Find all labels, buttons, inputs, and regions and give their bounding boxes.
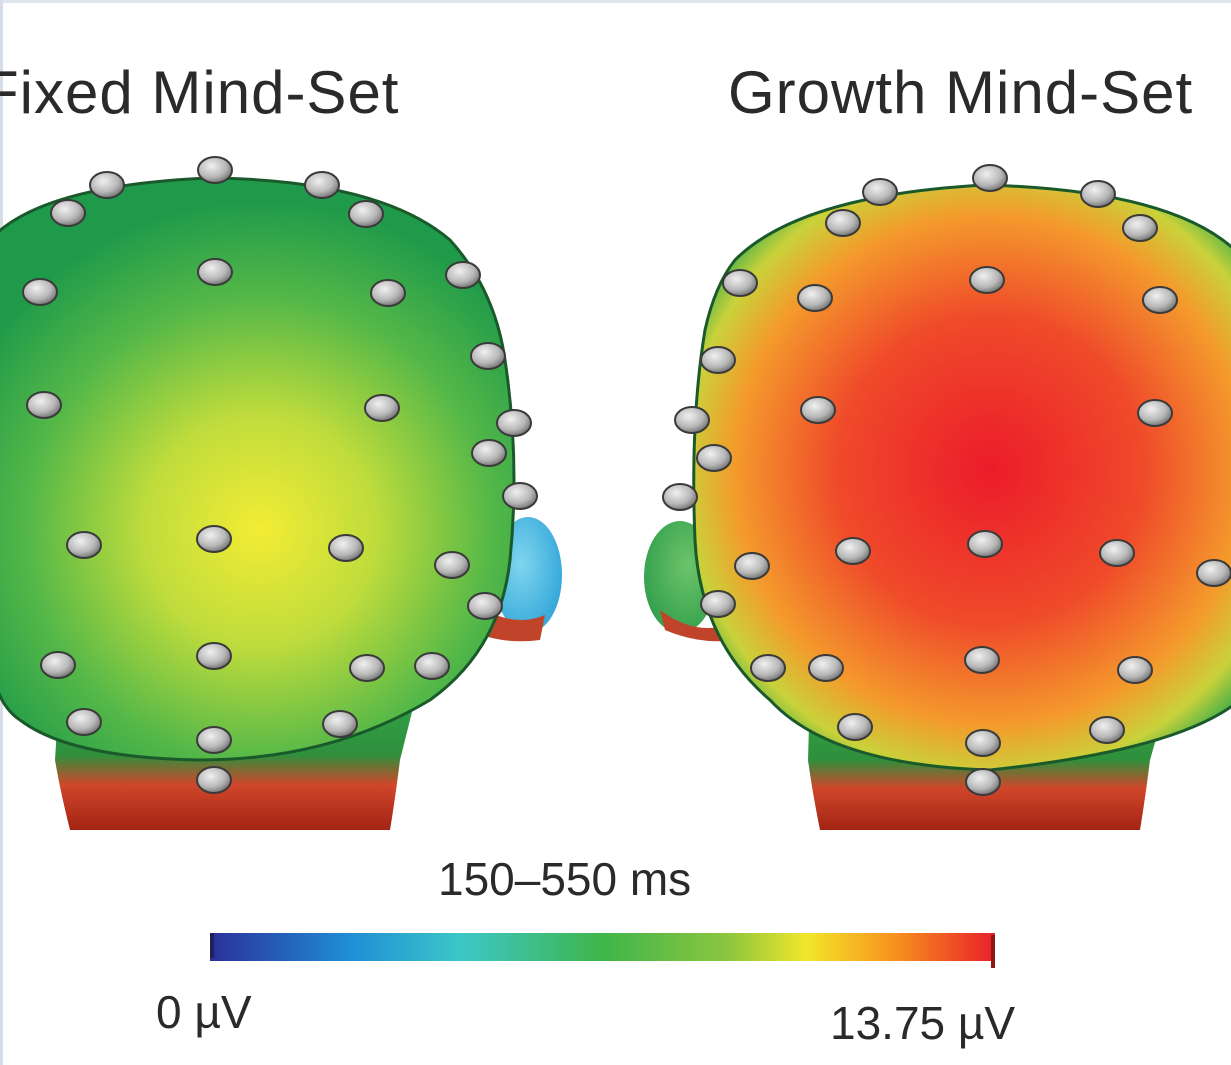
growth-electrode xyxy=(700,346,736,374)
growth-electrode xyxy=(1099,539,1135,567)
fixed-electrode xyxy=(196,766,232,794)
fixed-electrode xyxy=(66,531,102,559)
fixed-electrode xyxy=(50,199,86,227)
fixed-electrode xyxy=(197,156,233,184)
fixed-electrode xyxy=(471,439,507,467)
growth-electrode xyxy=(1080,180,1116,208)
time-window-label: 150–550 ms xyxy=(438,853,692,905)
growth-electrode xyxy=(1196,559,1231,587)
electrodes xyxy=(22,156,1231,796)
growth-electrode xyxy=(965,729,1001,757)
fixed-electrode xyxy=(196,726,232,754)
growth-electrode xyxy=(808,654,844,682)
fixed-electrode xyxy=(467,592,503,620)
growth-electrode xyxy=(1137,399,1173,427)
fixed-mindset-title: Fixed Mind-Set xyxy=(0,59,400,126)
growth-electrode xyxy=(1122,214,1158,242)
fixed-electrode xyxy=(502,482,538,510)
fixed-electrode xyxy=(197,258,233,286)
growth-mindset-title: Growth Mind-Set xyxy=(728,59,1194,126)
growth-electrode xyxy=(969,266,1005,294)
colorbar xyxy=(210,933,995,968)
fixed-electrode xyxy=(89,171,125,199)
fixed-electrode xyxy=(348,200,384,228)
growth-electrode xyxy=(674,406,710,434)
fixed-scalp xyxy=(0,176,516,762)
fixed-electrode xyxy=(322,710,358,738)
fixed-electrode xyxy=(196,642,232,670)
growth-electrode xyxy=(734,552,770,580)
growth-electrode xyxy=(825,209,861,237)
fixed-electrode xyxy=(496,409,532,437)
growth-electrode xyxy=(964,646,1000,674)
fixed-electrode xyxy=(40,651,76,679)
growth-electrode xyxy=(750,654,786,682)
growth-electrode xyxy=(965,768,1001,796)
fixed-electrode xyxy=(364,394,400,422)
growth-electrode xyxy=(696,444,732,472)
growth-electrode xyxy=(797,284,833,312)
fixed-electrode xyxy=(22,278,58,306)
growth-electrode xyxy=(1089,716,1125,744)
growth-scalp xyxy=(692,183,1231,772)
growth-electrode xyxy=(800,396,836,424)
colorbar-min-label: 0 µV xyxy=(156,986,252,1038)
growth-electrode xyxy=(835,537,871,565)
growth-electrode xyxy=(837,713,873,741)
fixed-electrode xyxy=(470,342,506,370)
frame-border-top xyxy=(0,0,1231,3)
fixed-electrode xyxy=(328,534,364,562)
growth-electrode xyxy=(700,590,736,618)
growth-electrode xyxy=(862,178,898,206)
growth-electrode xyxy=(1142,286,1178,314)
fixed-electrode xyxy=(445,261,481,289)
growth-electrode xyxy=(967,530,1003,558)
fixed-electrode xyxy=(414,652,450,680)
fixed-electrode xyxy=(26,391,62,419)
growth-electrode xyxy=(662,483,698,511)
growth-electrode xyxy=(1117,656,1153,684)
growth-electrode xyxy=(972,164,1008,192)
growth-electrode xyxy=(722,269,758,297)
fixed-electrode xyxy=(349,654,385,682)
fixed-electrode xyxy=(370,279,406,307)
fixed-electrode xyxy=(196,525,232,553)
fixed-electrode xyxy=(304,171,340,199)
fixed-electrode xyxy=(66,708,102,736)
colorbar-max-label: 13.75 µV xyxy=(830,997,1016,1049)
growth-mindset-head xyxy=(644,183,1231,830)
fixed-electrode xyxy=(434,551,470,579)
colorbar-gradient xyxy=(210,933,995,961)
